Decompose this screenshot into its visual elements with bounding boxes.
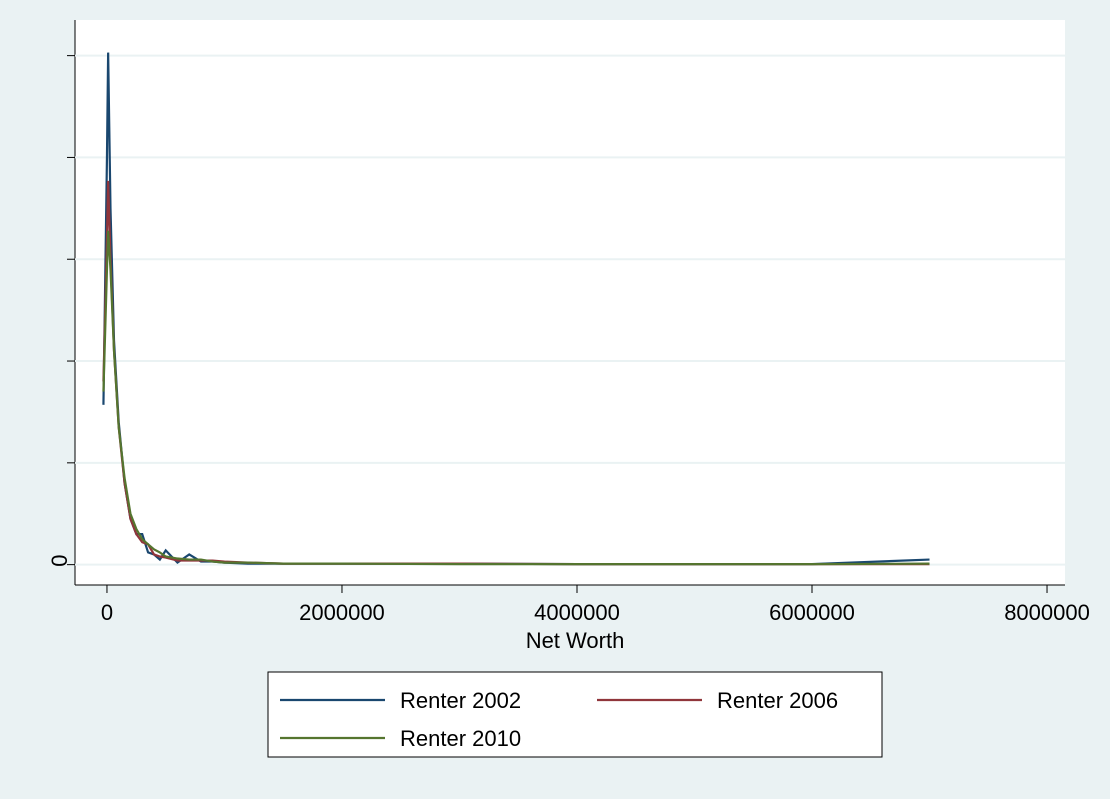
x-axis-title: Net Worth <box>526 628 625 653</box>
x-tick-label: 4000000 <box>534 600 620 625</box>
series-line <box>102 230 930 566</box>
y-tick-label: 0 <box>47 555 72 567</box>
legend-label: Renter 2002 <box>400 688 521 713</box>
x-tick-label: 0 <box>101 600 113 625</box>
x-tick-label: 6000000 <box>769 600 855 625</box>
x-tick-label: 8000000 <box>1004 600 1090 625</box>
legend <box>267 671 883 758</box>
legend-label: Renter 2006 <box>717 688 838 713</box>
x-tick-label: 2000000 <box>299 600 385 625</box>
legend-label: Renter 2010 <box>400 726 521 751</box>
plot-area <box>75 20 1065 585</box>
